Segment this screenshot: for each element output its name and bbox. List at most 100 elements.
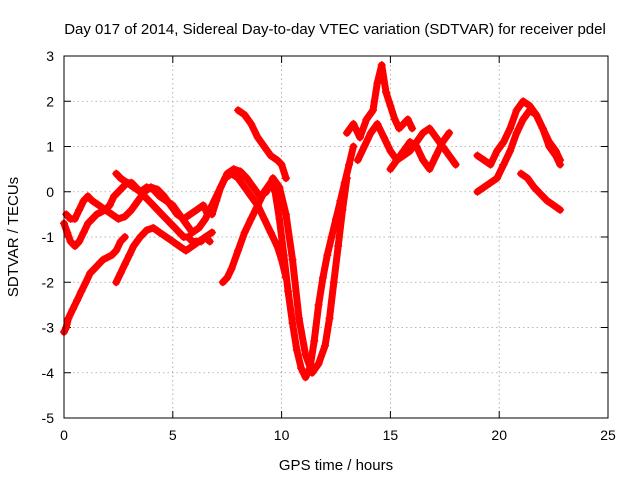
data-point [157,210,166,219]
data-point [329,278,338,287]
series-markers [342,61,417,142]
data-point [101,205,110,214]
data-point [353,156,362,165]
data-point [184,233,193,241]
y-tick-label: 1 [46,139,54,155]
series-markers [60,233,129,337]
series-markers [218,142,358,382]
data-point [155,192,164,201]
data-point [162,196,171,205]
data-point [260,142,269,151]
series-line [473,106,564,196]
data-point [116,269,125,278]
data-point [360,142,369,151]
data-point [103,253,112,262]
data-point [90,264,99,273]
data-point [499,137,508,146]
data-point [519,115,528,124]
data-point [155,228,164,237]
data-point [105,201,114,210]
data-point [114,187,123,196]
data-point [149,201,158,210]
y-tick-label: -2 [42,274,55,290]
data-point [223,273,232,282]
data-point [479,156,488,165]
data-point [362,115,371,124]
series-line [60,233,129,336]
data-point [386,101,395,110]
data-point [112,278,121,287]
data-point [125,251,134,260]
data-point [75,237,84,246]
series-track-2 [60,233,129,337]
data-point [120,212,129,221]
data-point [249,183,258,192]
data-point [170,223,179,232]
series-track-8 [234,106,290,183]
data-point [425,124,434,133]
data-point [295,314,304,323]
series-track-14 [516,169,565,214]
data-point [136,187,145,196]
series-track-4 [112,223,216,287]
data-point [94,201,103,210]
data-point [181,219,190,228]
y-tick-label: -5 [42,410,55,426]
data-point [366,128,375,137]
data-point [144,196,153,205]
data-point [342,128,351,137]
data-point [260,187,269,196]
data-point [240,110,249,119]
data-point [506,124,515,133]
series-markers [473,106,565,196]
data-point [281,210,290,219]
data-point [83,219,92,228]
y-tick-label: -3 [42,320,55,336]
data-point [112,169,121,178]
data-point [297,364,306,373]
data-point [412,142,421,151]
data-point [305,364,314,373]
series-markers [386,128,454,174]
data-point [79,228,88,237]
data-point [116,174,125,183]
data-point [355,133,364,142]
chart-title: Day 017 of 2014, Sidereal Day-to-day VTE… [64,21,606,38]
x-tick-label: 5 [169,427,177,443]
data-point [247,119,256,128]
data-point [340,178,349,187]
data-point [266,178,275,187]
series-track-11 [386,128,454,174]
data-point [403,115,412,124]
data-point [382,88,391,97]
series-line [343,61,416,141]
data-point [242,174,251,183]
data-point [493,174,502,183]
x-tick-label: 20 [491,427,507,443]
data-point [314,359,323,368]
data-point [525,106,534,115]
data-point [192,205,201,214]
data-point [162,214,171,223]
data-point [556,160,565,169]
data-point [194,223,203,232]
data-point [114,214,123,223]
data-point [301,350,310,359]
data-point [66,237,75,246]
data-point [445,128,454,137]
data-point [123,178,132,187]
data-point [445,151,454,160]
data-point [129,242,138,251]
data-point [247,192,256,201]
data-point [327,233,336,241]
x-tick-label: 15 [383,427,399,443]
data-point [284,287,293,296]
y-tick-label: 0 [46,184,54,200]
data-point [405,137,414,146]
data-point [73,296,82,305]
x-axis-label: GPS time / hours [279,457,393,474]
data-point [75,205,84,214]
data-point [207,210,216,219]
data-point [112,246,121,255]
data-point [81,278,90,287]
